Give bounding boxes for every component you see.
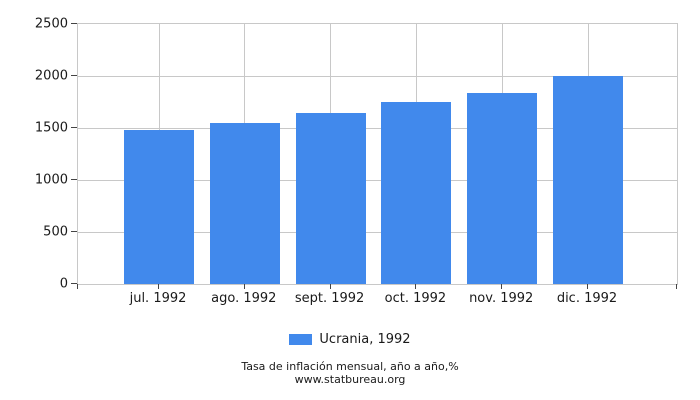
x-tick-oct-1992	[415, 284, 417, 289]
bar-jul-1992	[124, 129, 194, 284]
x-tick-label-oct-1992: oct. 1992	[384, 291, 447, 306]
y-tick-1000	[71, 179, 77, 180]
y-tick-label-1500: 1500	[34, 120, 68, 135]
y-tick-label-500: 500	[43, 224, 68, 239]
y-tick-label-2500: 2500	[34, 16, 68, 31]
y-tick-2000	[71, 75, 77, 76]
gridline-1000	[78, 179, 677, 181]
x-tick-jul-1992	[158, 284, 159, 289]
y-tick-label-0: 0	[59, 276, 68, 291]
x-tick-label-sept-1992: sept. 1992	[294, 291, 365, 306]
x-tick-dic-1992	[587, 284, 588, 289]
plot-area	[77, 23, 678, 285]
chart-subtitle: Tasa de inflación mensual, año a año,%	[241, 360, 459, 373]
bar-sept-1992	[295, 112, 366, 284]
x-tick-label-nov-1992: nov. 1992	[469, 291, 534, 306]
y-tick-label-1000: 1000	[34, 172, 68, 187]
gridline-500	[78, 231, 677, 233]
gridline-1500	[78, 127, 677, 129]
legend: Ucrania, 1992	[0, 332, 700, 347]
x-axis-end-tick	[676, 284, 677, 289]
bar-ago-1992	[209, 123, 280, 284]
x-tick-label-dic-1992: dic. 1992	[556, 291, 618, 306]
legend-label: Ucrania, 1992	[319, 332, 411, 347]
x-axis-start-tick	[77, 284, 78, 289]
gridline-2000	[78, 75, 677, 77]
x-tick-ago-1992	[243, 284, 245, 289]
x-tick-label-ago-1992: ago. 1992	[211, 291, 277, 306]
y-tick-1500	[71, 127, 77, 128]
bar-dic-1992	[553, 76, 623, 284]
bar-oct-1992	[381, 101, 452, 284]
y-tick-label-2000: 2000	[34, 68, 68, 83]
source-url: www.statbureau.org	[294, 373, 406, 386]
bar-nov-1992	[467, 92, 538, 284]
x-tick-sept-1992	[329, 284, 331, 289]
y-tick-500	[71, 231, 77, 232]
chart-footer: Tasa de inflación mensual, año a año,% w…	[0, 360, 700, 386]
x-tick-nov-1992	[501, 284, 503, 289]
legend-swatch-icon	[289, 334, 313, 345]
y-tick-2500	[71, 23, 77, 24]
y-tick-0	[71, 283, 77, 284]
x-tick-label-jul-1992: jul. 1992	[129, 291, 187, 306]
